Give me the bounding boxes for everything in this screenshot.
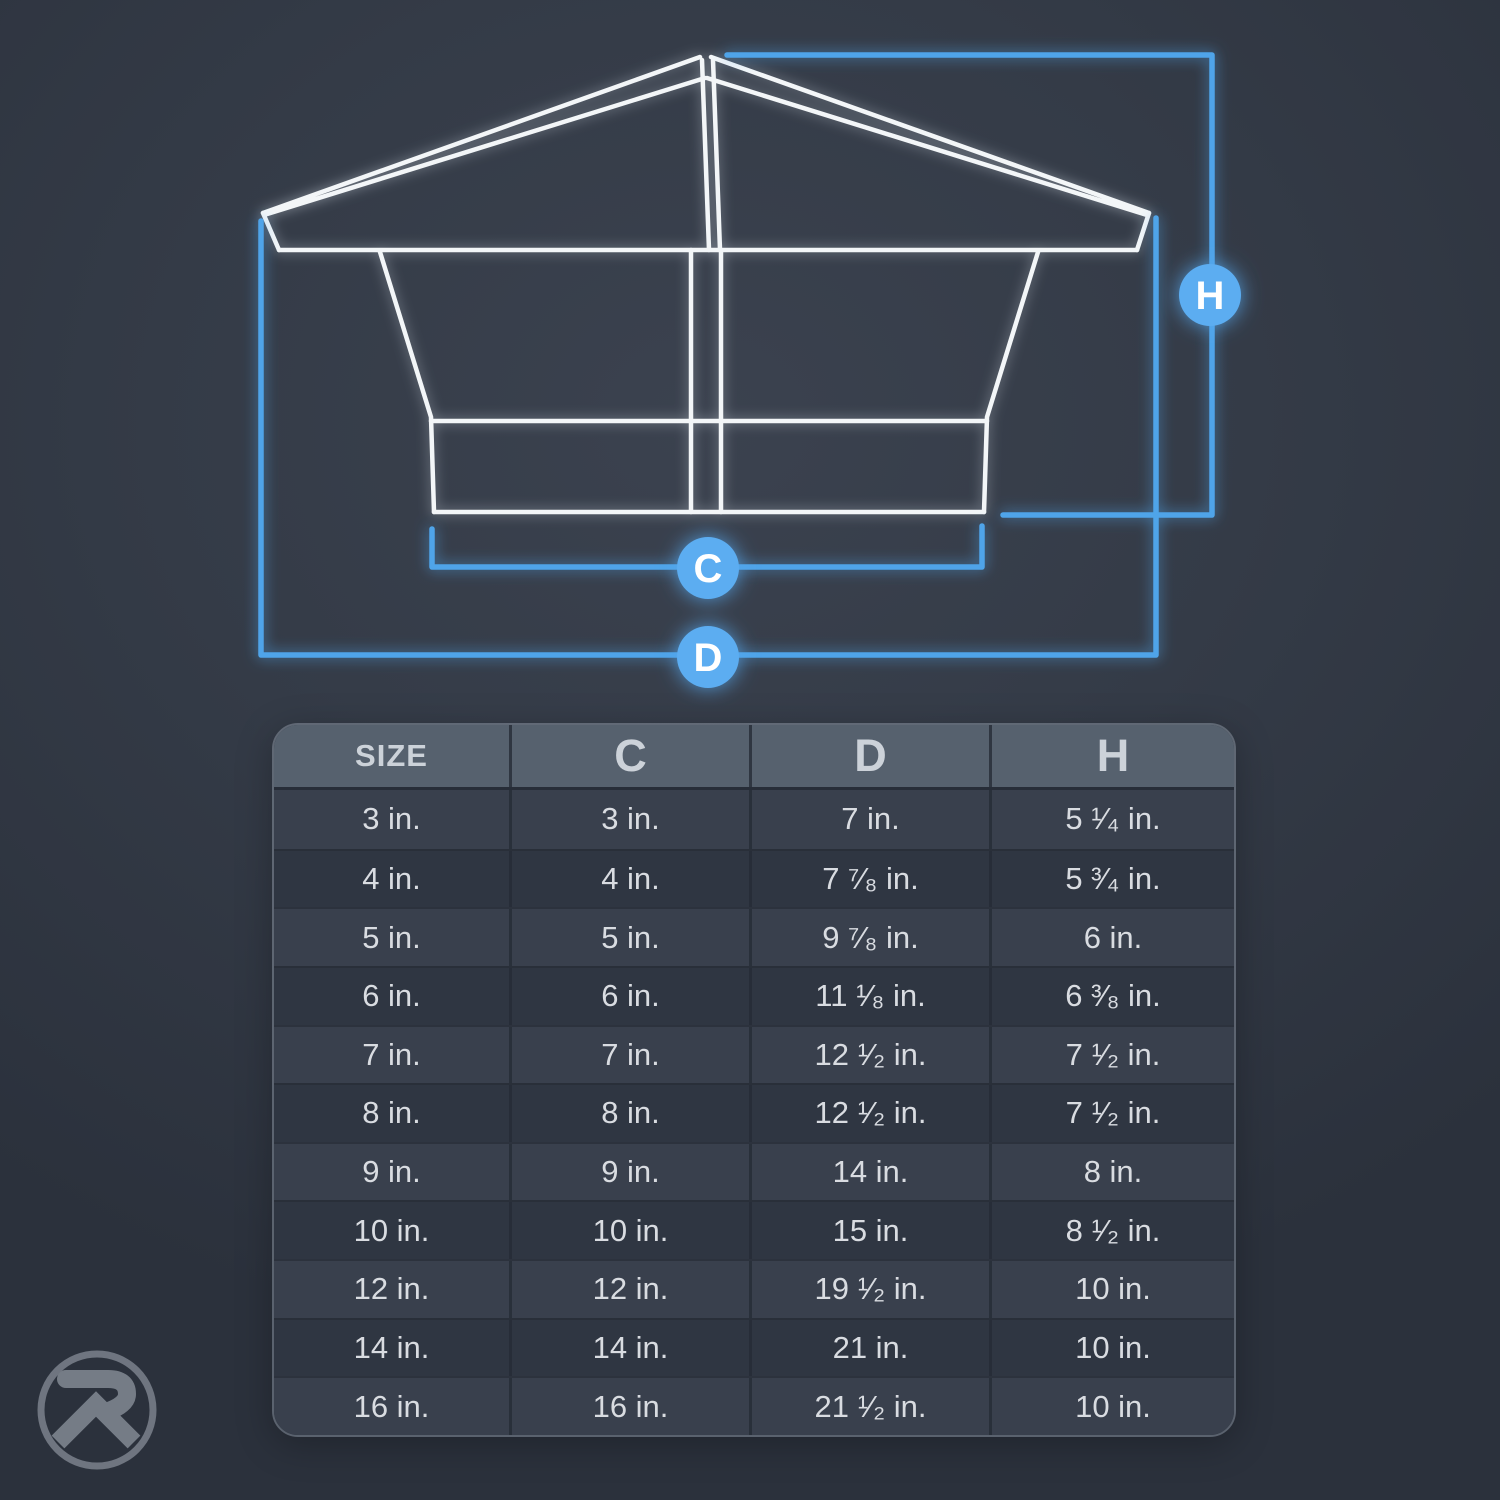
size-table-header: SIZE C D H: [274, 725, 1234, 790]
dim-badge-d-circle: [677, 626, 739, 688]
table-row: 4 in. 4 in. 7 ⁷⁄₈ in. 5 ³⁄₄ in.: [274, 848, 1234, 908]
table-cell: 16 in.: [353, 1388, 430, 1424]
size-table: SIZE C D H 3 in. 3 in. 7 in. 5 ¹⁄₄ in. 4 in.…: [272, 723, 1236, 1437]
table-cell: 9 ⁷⁄₈ in.: [749, 909, 989, 966]
table-cell: 7 in.: [509, 1026, 749, 1084]
dim-badge-d: D: [677, 626, 739, 688]
dim-badge-h-label: H: [1196, 274, 1225, 318]
table-cell: 4 in.: [509, 850, 749, 908]
table-cell: 12 ¹⁄₂ in.: [749, 1085, 989, 1142]
table-cell: 7 in.: [749, 790, 989, 849]
table-cell: 14 in.: [509, 1319, 749, 1377]
roof-right-tip-edge: [1134, 210, 1152, 253]
table-cell: 7 ⁷⁄₈ in.: [749, 850, 989, 908]
dim-badge-c: C: [677, 537, 739, 599]
r-mark-chevron: [51, 1391, 141, 1449]
table-cell: 12 in.: [353, 1271, 430, 1307]
center-pole-lower: [688, 247, 724, 515]
dim-badge-h: H: [1179, 264, 1241, 326]
size-table-body: 3 in. 3 in. 7 in. 5 ¹⁄₄ in. 4 in. 4 in. 7 ⁷⁄₈ …: [274, 790, 1234, 1435]
table-cell: 9 in.: [509, 1143, 749, 1201]
table-cell: 5 in.: [509, 909, 749, 966]
table-cell: 21 in.: [749, 1319, 989, 1377]
table-cell: 12 ¹⁄₂ in.: [749, 1026, 989, 1084]
roof-left-tip-edge: [260, 210, 282, 253]
roof-left-blade: [260, 54, 708, 218]
table-cell: 15 in.: [749, 1202, 989, 1260]
table-cell: 8 ¹⁄₂ in.: [989, 1202, 1234, 1260]
table-cell: 5 in.: [362, 919, 421, 955]
table-cell: 19 ¹⁄₂ in.: [749, 1261, 989, 1318]
dim-line-h: [724, 52, 1215, 518]
table-cell: 8 in.: [509, 1085, 749, 1142]
table-row: 8 in. 8 in. 12 ¹⁄₂ in. 7 ¹⁄₂ in.: [274, 1083, 1234, 1142]
brand-logo-r-mark: [51, 1370, 141, 1449]
table-cell: 10 in.: [353, 1212, 430, 1248]
table-cell: 5 ³⁄₄ in.: [989, 850, 1234, 908]
dim-badge-c-circle: [677, 537, 739, 599]
dim-badge-d-label: D: [694, 636, 723, 680]
table-cell: 12 in.: [509, 1261, 749, 1318]
column-header-c: C: [509, 725, 749, 787]
table-cell: 7 ¹⁄₂ in.: [989, 1085, 1234, 1142]
table-cell: 5 ¹⁄₄ in.: [989, 790, 1234, 849]
center-pole-upper: [699, 57, 723, 253]
table-cell: 14 in.: [749, 1143, 989, 1201]
table-cell: 3 in.: [362, 801, 421, 837]
dim-badge-c-label: C: [694, 547, 723, 591]
table-cell: 8 in.: [362, 1095, 421, 1131]
column-header-h: H: [989, 725, 1234, 787]
table-cell: 8 in.: [989, 1143, 1234, 1201]
column-header-d: D: [749, 725, 989, 787]
table-cell: 16 in.: [509, 1378, 749, 1435]
table-row: 7 in. 7 in. 12 ¹⁄₂ in. 7 ¹⁄₂ in.: [274, 1024, 1234, 1084]
body-right-edge: [981, 249, 1041, 515]
table-row: 12 in. 12 in. 19 ¹⁄₂ in. 10 in.: [274, 1259, 1234, 1318]
table-cell: 3 in.: [509, 790, 749, 849]
table-cell: 11 ¹⁄₈ in.: [749, 967, 989, 1025]
table-cell: 6 in.: [989, 909, 1234, 966]
column-header-size: SIZE: [355, 738, 428, 773]
brand-logo-circle: [37, 1350, 157, 1470]
dim-badge-h-circle: [1179, 264, 1241, 326]
table-row: 6 in. 6 in. 11 ¹⁄₈ in. 6 ³⁄₈ in.: [274, 965, 1234, 1025]
roof-right-blade: [704, 54, 1152, 218]
table-cell: 10 in.: [989, 1261, 1234, 1318]
table-cell: 10 in.: [989, 1378, 1234, 1435]
body-left-edge: [377, 249, 437, 515]
table-row: 10 in. 10 in. 15 in. 8 ¹⁄₂ in.: [274, 1200, 1234, 1260]
table-cell: 21 ¹⁄₂ in.: [749, 1378, 989, 1435]
table-row: 14 in. 14 in. 21 in. 10 in.: [274, 1317, 1234, 1377]
table-cell: 7 ¹⁄₂ in.: [989, 1026, 1234, 1084]
table-cell: 6 in.: [362, 978, 421, 1014]
table-cell: 7 in.: [362, 1036, 421, 1072]
dimension-badges: H C D: [677, 264, 1241, 688]
table-row: 5 in. 5 in. 9 ⁷⁄₈ in. 6 in.: [274, 907, 1234, 966]
table-cell: 6 ³⁄₈ in.: [989, 967, 1234, 1025]
table-cell: 10 in.: [989, 1319, 1234, 1377]
brand-logo: [37, 1350, 157, 1470]
chimney-cap-drawing: [260, 54, 1152, 515]
table-cell: 14 in.: [353, 1330, 430, 1366]
table-cell: 10 in.: [509, 1202, 749, 1260]
table-row: 3 in. 3 in. 7 in. 5 ¹⁄₄ in.: [274, 790, 1234, 849]
table-cell: 6 in.: [509, 967, 749, 1025]
r-mark-bar-hook: [57, 1370, 136, 1421]
table-row: 16 in. 16 in. 21 ¹⁄₂ in. 10 in.: [274, 1376, 1234, 1435]
table-row: 9 in. 9 in. 14 in. 8 in.: [274, 1141, 1234, 1201]
table-cell: 9 in.: [362, 1154, 421, 1190]
table-cell: 4 in.: [362, 860, 421, 896]
